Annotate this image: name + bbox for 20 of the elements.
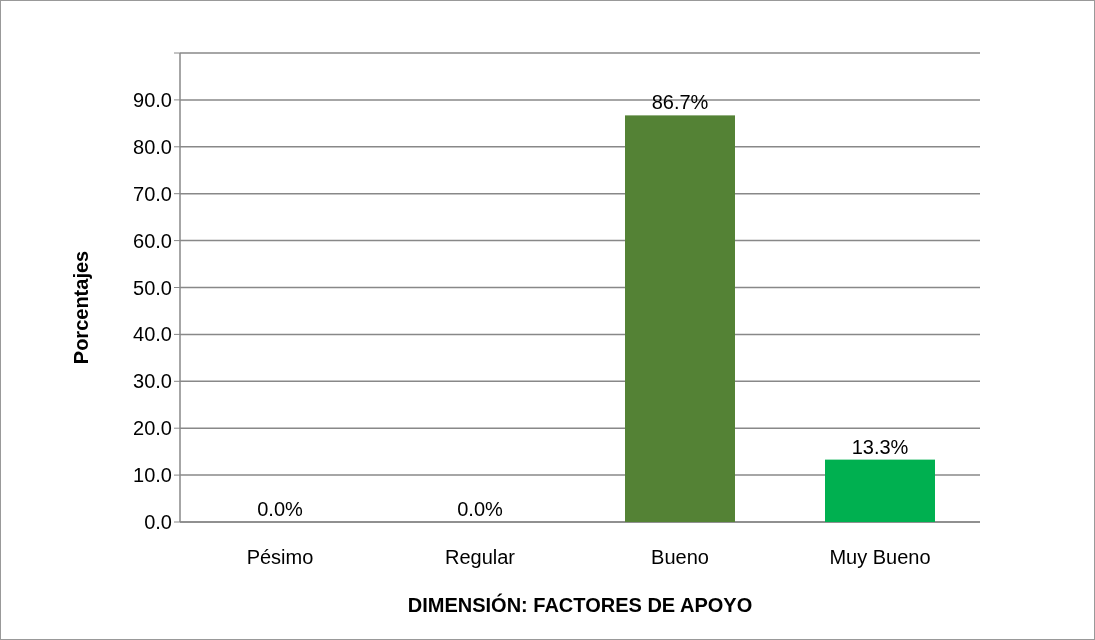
x-tick-label: Bueno <box>651 546 709 568</box>
x-tick-label: Muy Bueno <box>829 546 931 568</box>
x-axis-title: DIMENSIÓN: FACTORES DE APOYO <box>407 593 753 616</box>
y-axis-title: Porcentajes <box>70 250 92 365</box>
y-tick-label: 60.0 <box>133 229 172 252</box>
y-tick-label: 80.0 <box>133 135 172 158</box>
data-label: 0.0% <box>257 498 304 520</box>
data-label: 0.0% <box>457 498 504 520</box>
y-tick-label: 40.0 <box>133 323 172 346</box>
x-tick-label: Pésimo <box>246 546 314 568</box>
y-tick-label: 20.0 <box>133 417 172 440</box>
x-tick-label: Regular <box>444 546 516 568</box>
data-label: 86.7% <box>651 91 709 114</box>
y-tick-label: 70.0 <box>133 182 172 205</box>
y-tick-label: 30.0 <box>133 370 172 393</box>
y-tick-label: 10.0 <box>133 464 172 487</box>
y-tick-label: 50.0 <box>133 276 172 299</box>
data-label: 13.3% <box>851 435 909 458</box>
y-tick-label: 0.0 <box>144 511 172 533</box>
y-tick-label: 90.0 <box>133 88 172 111</box>
